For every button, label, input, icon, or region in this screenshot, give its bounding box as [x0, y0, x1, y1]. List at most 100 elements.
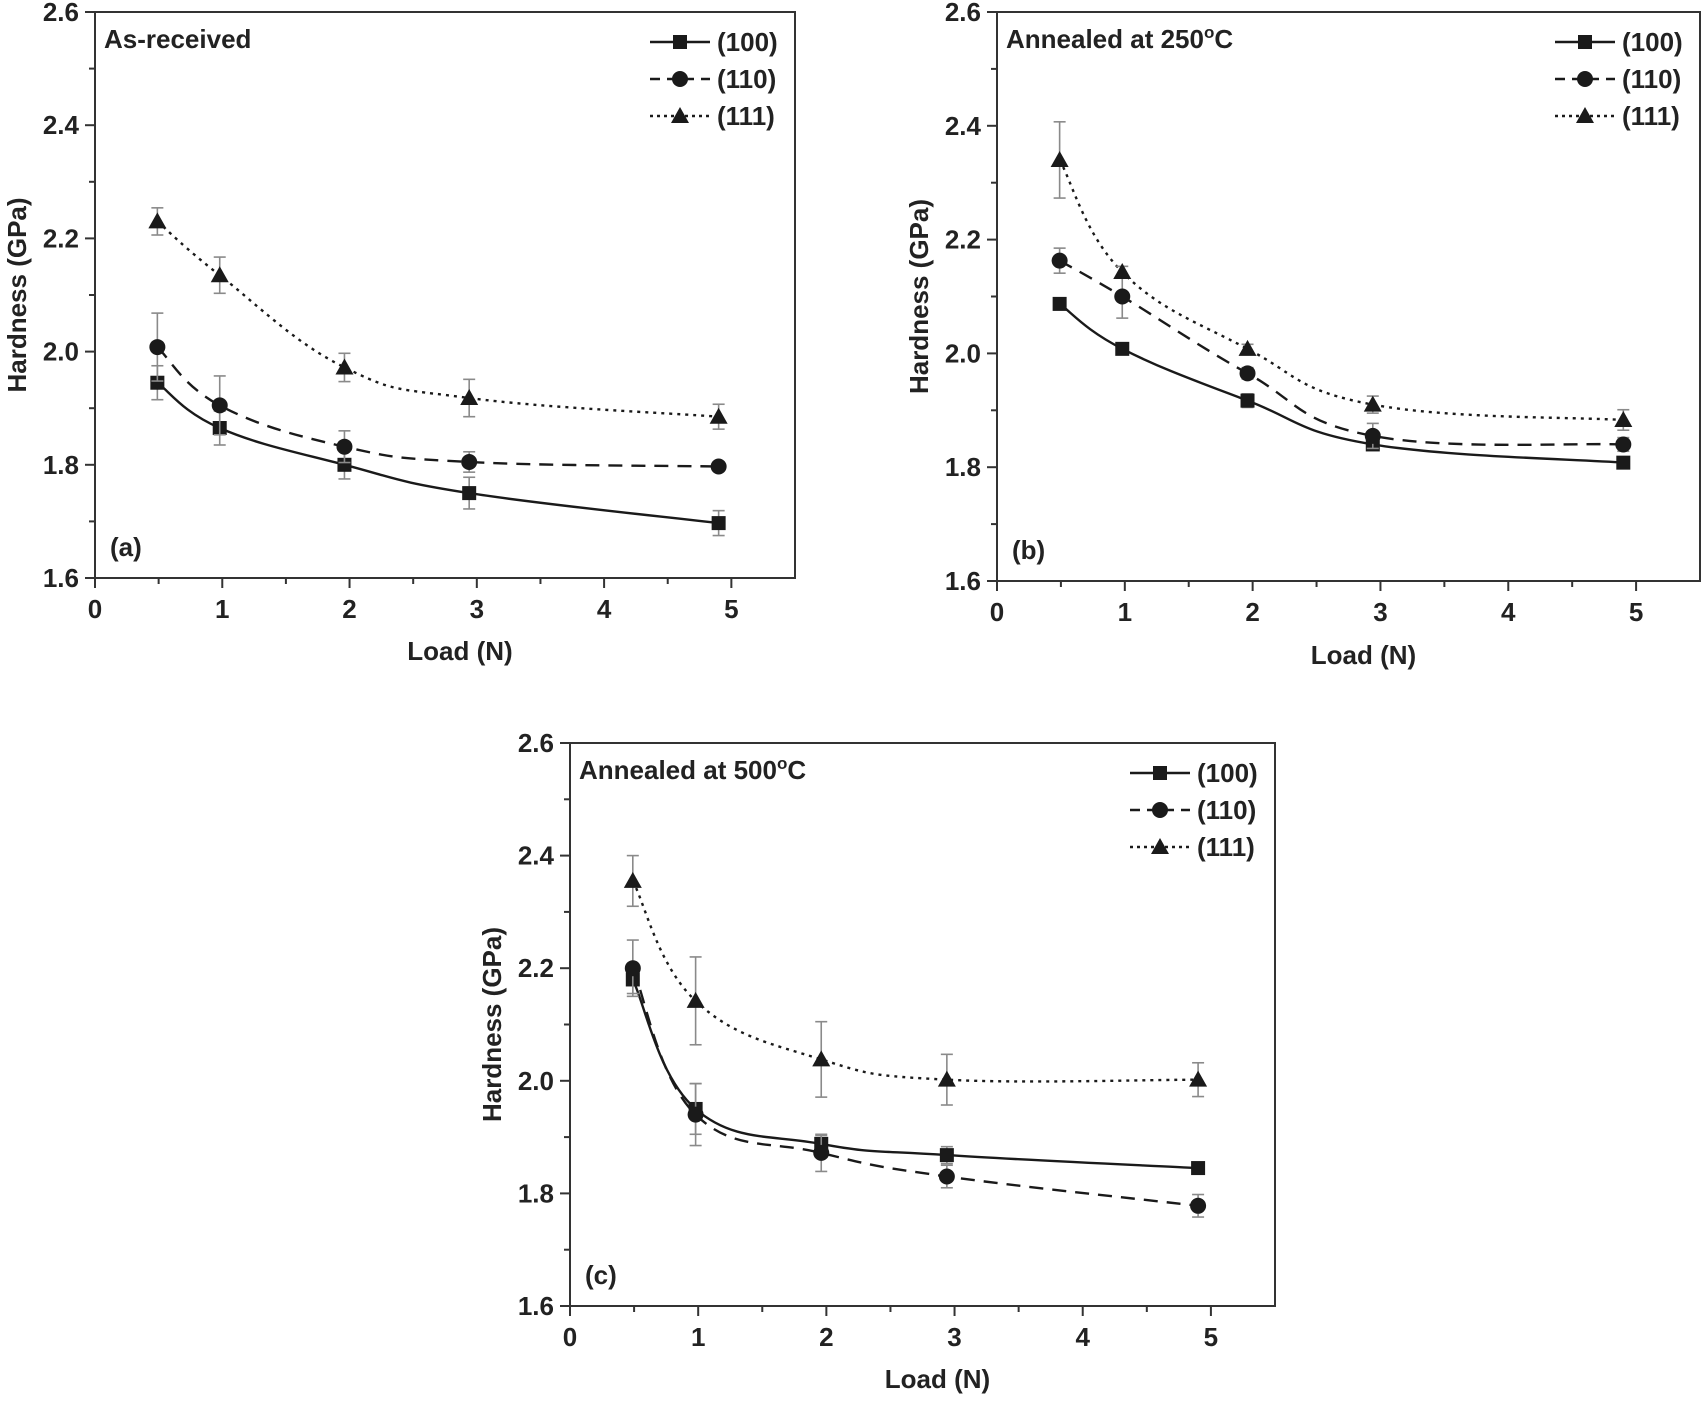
x-tick-label: 0 — [990, 597, 1004, 627]
y-tick-label: 1.8 — [945, 452, 981, 482]
data-point-110 — [1615, 436, 1632, 453]
title-superscript: o — [777, 754, 787, 773]
x-tick-label: 3 — [1373, 597, 1387, 627]
x-tick-label: 5 — [1204, 1322, 1218, 1352]
data-point-110 — [938, 1168, 955, 1185]
legend: (100) (110) (111) — [1130, 758, 1258, 862]
legend-marker-110 — [1577, 71, 1593, 87]
legend-label-111: (111) — [1197, 832, 1255, 862]
legend-marker-110 — [672, 71, 688, 87]
legend-marker-111 — [1576, 107, 1594, 123]
data-point-111 — [1189, 1070, 1208, 1087]
series-line-111 — [156, 220, 719, 418]
data-point-110 — [813, 1144, 830, 1161]
panel-letter: (a) — [110, 532, 142, 562]
x-tick-label: 5 — [724, 594, 738, 624]
data-point-100 — [939, 1148, 954, 1163]
series-line-100 — [1058, 302, 1624, 464]
plot-frame — [996, 11, 1701, 582]
series-111 — [148, 207, 728, 430]
x-tick-label: 1 — [691, 1322, 705, 1352]
series-111 — [623, 854, 1208, 1106]
title-suffix: C — [787, 755, 806, 785]
title-suffix: C — [1214, 24, 1233, 54]
series-line-110 — [156, 346, 719, 468]
x-tick-label: 0 — [563, 1322, 577, 1352]
y-tick-label: 1.8 — [518, 1178, 554, 1208]
y-tick-label: 2.2 — [518, 953, 554, 983]
data-point-110 — [336, 438, 353, 455]
x-tick-label: 4 — [1501, 597, 1516, 627]
x-tick-label: 2 — [819, 1322, 833, 1352]
series-line-110 — [1059, 259, 1624, 447]
data-point-111 — [1363, 395, 1382, 412]
data-point-111 — [1614, 410, 1633, 427]
series-110 — [1051, 247, 1632, 453]
legend-marker-111 — [671, 107, 689, 123]
y-axis-label: Hardness (GPa) — [2, 197, 32, 392]
panel-title: Annealed at 500oC — [579, 754, 806, 785]
data-point-100 — [1052, 296, 1067, 311]
series-100 — [625, 964, 1206, 1176]
panel-letter: (c) — [585, 1260, 617, 1290]
y-tick-label: 1.8 — [43, 450, 79, 480]
y-tick-label: 2.2 — [945, 225, 981, 255]
y-tick-label: 1.6 — [518, 1291, 554, 1321]
data-point-111 — [1050, 150, 1069, 167]
data-point-111 — [460, 389, 479, 406]
data-point-100 — [1240, 393, 1255, 408]
data-point-100 — [1115, 341, 1130, 356]
x-axis-label: Load (N) — [1311, 640, 1416, 670]
y-tick-label: 2.6 — [518, 728, 554, 758]
x-tick-label: 1 — [215, 594, 229, 624]
data-point-111 — [210, 266, 229, 283]
series-110 — [624, 939, 1207, 1218]
y-tick-label: 2.4 — [43, 110, 80, 140]
chart-panel-c: 0 1 2 3 4 5 1.6 1.8 2.0 2.2 2.4 2.6 Load (N) Hardness… — [477, 728, 1276, 1394]
chart-panel-b: 0 1 2 3 4 5 1.6 1.8 2.0 2.2 2.4 2.6 Load (N) Hardness… — [904, 0, 1701, 670]
data-point-110 — [211, 397, 228, 414]
data-point-110 — [1114, 288, 1131, 305]
data-point-111 — [1113, 263, 1132, 280]
legend-label-110: (110) — [1622, 64, 1681, 94]
y-tick-label: 2.0 — [43, 337, 79, 367]
data-point-110 — [1364, 427, 1381, 444]
legend-label-110: (110) — [1197, 795, 1256, 825]
y-tick-label: 2.6 — [43, 0, 79, 27]
legend-label-111: (111) — [717, 101, 775, 131]
x-tick-label: 3 — [947, 1322, 961, 1352]
data-point-111 — [148, 212, 167, 229]
y-tick-label: 2.0 — [518, 1066, 554, 1096]
x-tick-label: 4 — [597, 594, 612, 624]
data-point-110 — [461, 453, 478, 470]
y-tick-label: 2.0 — [945, 338, 981, 368]
data-point-110 — [1239, 365, 1256, 382]
legend-marker-100 — [673, 35, 687, 49]
y-tick-label: 2.6 — [945, 0, 981, 27]
legend-label-100: (100) — [1197, 758, 1258, 788]
data-point-110 — [1051, 252, 1068, 269]
x-tick-label: 2 — [342, 594, 356, 624]
data-point-111 — [623, 871, 642, 888]
legend: (100) (110) (111) — [650, 27, 778, 131]
y-tick-label: 2.4 — [518, 841, 555, 871]
data-point-100 — [337, 457, 352, 472]
plot-frame — [94, 11, 796, 579]
data-point-111 — [812, 1050, 831, 1067]
data-point-110 — [710, 458, 727, 475]
y-tick-label: 2.4 — [945, 111, 982, 141]
data-point-100 — [1616, 455, 1631, 470]
x-tick-label: 0 — [88, 594, 102, 624]
data-point-111 — [686, 991, 705, 1008]
legend-label-110: (110) — [717, 64, 776, 94]
y-tick-label: 1.6 — [945, 566, 981, 596]
x-axis-label: Load (N) — [407, 636, 512, 666]
series-line-111 — [1058, 159, 1624, 422]
legend-marker-100 — [1578, 35, 1592, 49]
legend-label-100: (100) — [717, 27, 778, 57]
series-line-110 — [631, 967, 1199, 1207]
series-line-100 — [631, 978, 1199, 1170]
legend: (100) (110) (111) — [1555, 27, 1683, 131]
x-axis-label: Load (N) — [885, 1364, 990, 1394]
